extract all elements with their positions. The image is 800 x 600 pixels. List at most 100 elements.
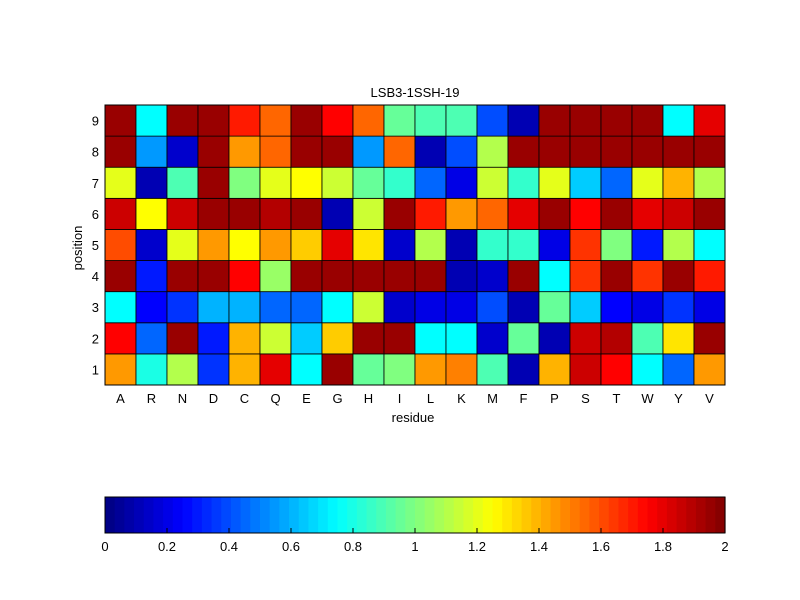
heatmap-cell xyxy=(166,260,199,293)
heatmap-cell xyxy=(693,322,726,355)
heatmap-cell xyxy=(569,260,602,293)
heatmap-cell xyxy=(290,104,323,137)
heatmap-cell xyxy=(538,291,571,324)
colorbar-segment xyxy=(705,497,716,533)
colorbar-segment xyxy=(511,497,523,533)
colorbar-segment xyxy=(628,497,639,533)
heatmap-cell xyxy=(476,322,509,355)
heatmap-cell xyxy=(569,166,602,199)
heatmap-cell xyxy=(538,197,571,230)
heatmap-cell xyxy=(383,353,416,386)
colorbar-segment xyxy=(540,497,552,533)
heatmap-cell xyxy=(290,353,323,386)
colorbar-segment xyxy=(385,497,397,533)
heatmap-cell xyxy=(383,260,416,293)
heatmap-cell xyxy=(600,322,633,355)
colorbar-segment xyxy=(366,497,377,533)
heatmap-cell xyxy=(135,291,168,324)
heatmap-cell xyxy=(383,322,416,355)
x-tick-label: D xyxy=(209,391,218,406)
heatmap-cell xyxy=(631,291,664,324)
heatmap-cell xyxy=(259,166,292,199)
heatmap-cell xyxy=(383,104,416,137)
heatmap-cell xyxy=(414,197,447,230)
heatmap-cell xyxy=(476,197,509,230)
heatmap-cell xyxy=(631,260,664,293)
x-tick-label: Y xyxy=(674,391,683,406)
heatmap-cell xyxy=(600,135,633,168)
y-tick-labels: 1 2 3 4 5 6 7 8 9 xyxy=(92,114,99,378)
heatmap-cell xyxy=(445,166,478,199)
colorbar-segment xyxy=(308,497,319,533)
heatmap-cell xyxy=(693,135,726,168)
x-tick-label: N xyxy=(178,391,187,406)
colorbar-tick-label: 0 xyxy=(101,539,108,554)
y-tick-label: 8 xyxy=(92,145,99,160)
colorbar-segment xyxy=(589,497,600,533)
heatmap-cell xyxy=(197,291,230,324)
colorbar-segment xyxy=(240,497,251,533)
colorbar-tick-label: 1.8 xyxy=(654,539,672,554)
heatmap-cell xyxy=(352,166,385,199)
heatmap-cell xyxy=(445,197,478,230)
heatmap-cell xyxy=(352,229,385,261)
heatmap-cell xyxy=(507,135,540,168)
y-tick-label: 2 xyxy=(92,331,99,346)
heatmap-cell xyxy=(383,197,416,230)
heatmap-cell xyxy=(445,135,478,168)
colorbar-segment xyxy=(124,497,135,533)
colorbar-segment xyxy=(579,497,590,533)
colorbar-segment xyxy=(657,497,668,533)
heatmap-cell xyxy=(383,291,416,324)
heatmap-cell xyxy=(507,260,540,293)
heatmap-cell xyxy=(476,229,509,261)
heatmap-cell xyxy=(507,353,540,386)
x-tick-label: S xyxy=(581,391,590,406)
heatmap-cell xyxy=(383,229,416,261)
heatmap-cell xyxy=(352,322,385,355)
heatmap-cell xyxy=(507,104,540,137)
colorbar-segment xyxy=(153,497,164,533)
heatmap-cell xyxy=(569,104,602,137)
heatmap-cell xyxy=(414,291,447,324)
heatmap-cell xyxy=(538,322,571,355)
heatmap-cell xyxy=(197,353,230,386)
x-tick-label: T xyxy=(613,391,621,406)
heatmap-cell xyxy=(135,104,168,137)
colorbar-segment xyxy=(134,497,145,533)
x-tick-label: P xyxy=(550,391,559,406)
heatmap-cell xyxy=(104,260,137,293)
heatmap-cell xyxy=(166,104,199,137)
heatmap-cell xyxy=(383,166,416,199)
heatmap-cell xyxy=(228,260,261,293)
y-axis-label: position xyxy=(70,226,85,271)
heatmap-cell xyxy=(507,166,540,199)
heatmap-cell xyxy=(135,135,168,168)
heatmap-cell xyxy=(135,197,168,230)
heatmap-cell xyxy=(321,104,354,137)
colorbar-segment xyxy=(395,497,406,533)
heatmap-cell xyxy=(662,197,695,230)
heatmap-cell xyxy=(631,166,664,199)
heatmap-cell xyxy=(321,166,354,199)
heatmap-cell xyxy=(259,322,292,355)
colorbar-segment xyxy=(269,497,280,533)
heatmap-cell xyxy=(352,260,385,293)
colorbar-segment xyxy=(289,497,300,533)
heatmap-cell xyxy=(693,260,726,293)
x-tick-label: L xyxy=(427,391,434,406)
heatmap-cell xyxy=(135,260,168,293)
heatmap-cell xyxy=(290,291,323,324)
heatmap-cell xyxy=(135,166,168,199)
heatmap-cell xyxy=(476,104,509,137)
heatmap-cell xyxy=(228,104,261,137)
heatmap-cell xyxy=(631,135,664,168)
colorbar-segment xyxy=(492,497,503,533)
x-tick-label: M xyxy=(487,391,498,406)
colorbar-segment xyxy=(434,497,445,533)
plot-frame xyxy=(104,104,726,386)
heatmap-cell xyxy=(662,291,695,324)
colorbar-segment xyxy=(647,497,658,533)
heatmap-cell xyxy=(662,104,695,137)
heatmap-cell xyxy=(166,229,199,261)
